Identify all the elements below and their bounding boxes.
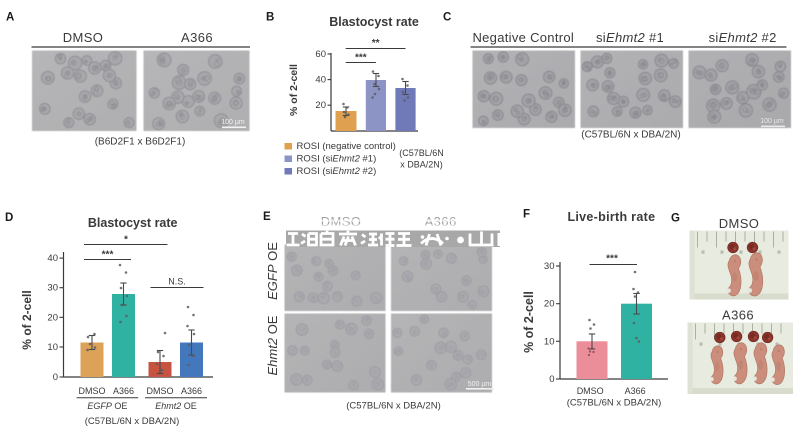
svg-text:10: 10 bbox=[47, 342, 58, 353]
svg-text:***: *** bbox=[102, 250, 114, 261]
svg-text:A366: A366 bbox=[625, 386, 646, 396]
svg-text:G: G bbox=[671, 213, 680, 225]
svg-text:30: 30 bbox=[47, 283, 58, 294]
svg-text:EGFP OE: EGFP OE bbox=[87, 401, 127, 411]
svg-text:Blastocyst rate: Blastocyst rate bbox=[329, 15, 419, 29]
svg-text:20: 20 bbox=[544, 299, 555, 310]
svg-text:(C57BL/6N x DBA/2N): (C57BL/6N x DBA/2N) bbox=[346, 401, 441, 412]
svg-text:A366: A366 bbox=[181, 386, 202, 396]
svg-text:siEhmt2 #2: siEhmt2 #2 bbox=[709, 30, 777, 45]
svg-text:x DBA/2N): x DBA/2N) bbox=[400, 160, 443, 170]
svg-text:20: 20 bbox=[315, 100, 326, 111]
svg-text:*: * bbox=[124, 235, 128, 246]
svg-text:100 µm: 100 µm bbox=[221, 119, 245, 126]
svg-text:500 µm: 500 µm bbox=[468, 381, 492, 388]
svg-text:20: 20 bbox=[47, 312, 58, 323]
svg-text:N.S.: N.S. bbox=[168, 277, 186, 287]
svg-text:(C57BL/6N x DBA/2N): (C57BL/6N x DBA/2N) bbox=[567, 398, 662, 409]
svg-text:100 µm: 100 µm bbox=[760, 118, 784, 125]
svg-text:A366: A366 bbox=[181, 30, 213, 45]
svg-text:siEhmt2 #1: siEhmt2 #1 bbox=[596, 30, 664, 45]
svg-text:***: *** bbox=[355, 53, 367, 64]
svg-text:Negative Control: Negative Control bbox=[472, 30, 574, 45]
svg-text:A366: A366 bbox=[722, 308, 754, 323]
svg-text:C: C bbox=[443, 12, 451, 24]
svg-text:***: *** bbox=[606, 254, 618, 265]
svg-text:E: E bbox=[263, 211, 271, 223]
svg-text:ROSI (siEhmt2 #1): ROSI (siEhmt2 #1) bbox=[297, 153, 377, 164]
svg-text:DMSO: DMSO bbox=[79, 386, 106, 396]
svg-text:A366: A366 bbox=[113, 386, 134, 396]
svg-text:Ehmt2 OE: Ehmt2 OE bbox=[265, 315, 280, 375]
svg-text:% of 2-cell: % of 2-cell bbox=[288, 64, 300, 116]
svg-text:(C57BL/6N x DBA/2N): (C57BL/6N x DBA/2N) bbox=[581, 130, 680, 141]
svg-text:EGFP OE: EGFP OE bbox=[265, 242, 280, 300]
svg-text:30: 30 bbox=[544, 261, 555, 272]
svg-text:ROSI (negative control): ROSI (negative control) bbox=[297, 141, 396, 152]
svg-text:10: 10 bbox=[544, 336, 555, 347]
svg-text:DMSO: DMSO bbox=[719, 216, 760, 231]
svg-text:DMSO: DMSO bbox=[63, 30, 104, 45]
svg-text:(B6D2F1 x B6D2F1): (B6D2F1 x B6D2F1) bbox=[95, 137, 186, 148]
svg-text:Blastocyst rate: Blastocyst rate bbox=[88, 216, 178, 230]
svg-text:B: B bbox=[266, 12, 274, 24]
svg-text:DMSO: DMSO bbox=[577, 386, 604, 396]
svg-text:0: 0 bbox=[549, 374, 554, 385]
svg-text:Ehmt2 OE: Ehmt2 OE bbox=[155, 401, 197, 411]
svg-text:Live-birth rate: Live-birth rate bbox=[567, 210, 655, 224]
svg-text:A: A bbox=[6, 12, 14, 24]
svg-text:40: 40 bbox=[47, 253, 58, 264]
svg-text:% of 2-cell: % of 2-cell bbox=[20, 290, 34, 349]
svg-text:**: ** bbox=[372, 38, 380, 49]
svg-text:DMSO: DMSO bbox=[147, 386, 174, 396]
svg-text:ROSI (siEhmt2 #2): ROSI (siEhmt2 #2) bbox=[297, 166, 377, 177]
svg-text:F: F bbox=[523, 209, 530, 221]
svg-text:40: 40 bbox=[315, 75, 326, 86]
svg-text:D: D bbox=[5, 212, 13, 224]
svg-text:% of 2-cell: % of 2-cell bbox=[522, 291, 536, 353]
svg-text:(C57BL/6N x DBA/2N): (C57BL/6N x DBA/2N) bbox=[85, 416, 180, 427]
svg-text:0: 0 bbox=[53, 372, 58, 383]
svg-text:60: 60 bbox=[315, 49, 326, 60]
svg-text:(C57BL/6N: (C57BL/6N bbox=[399, 148, 444, 158]
